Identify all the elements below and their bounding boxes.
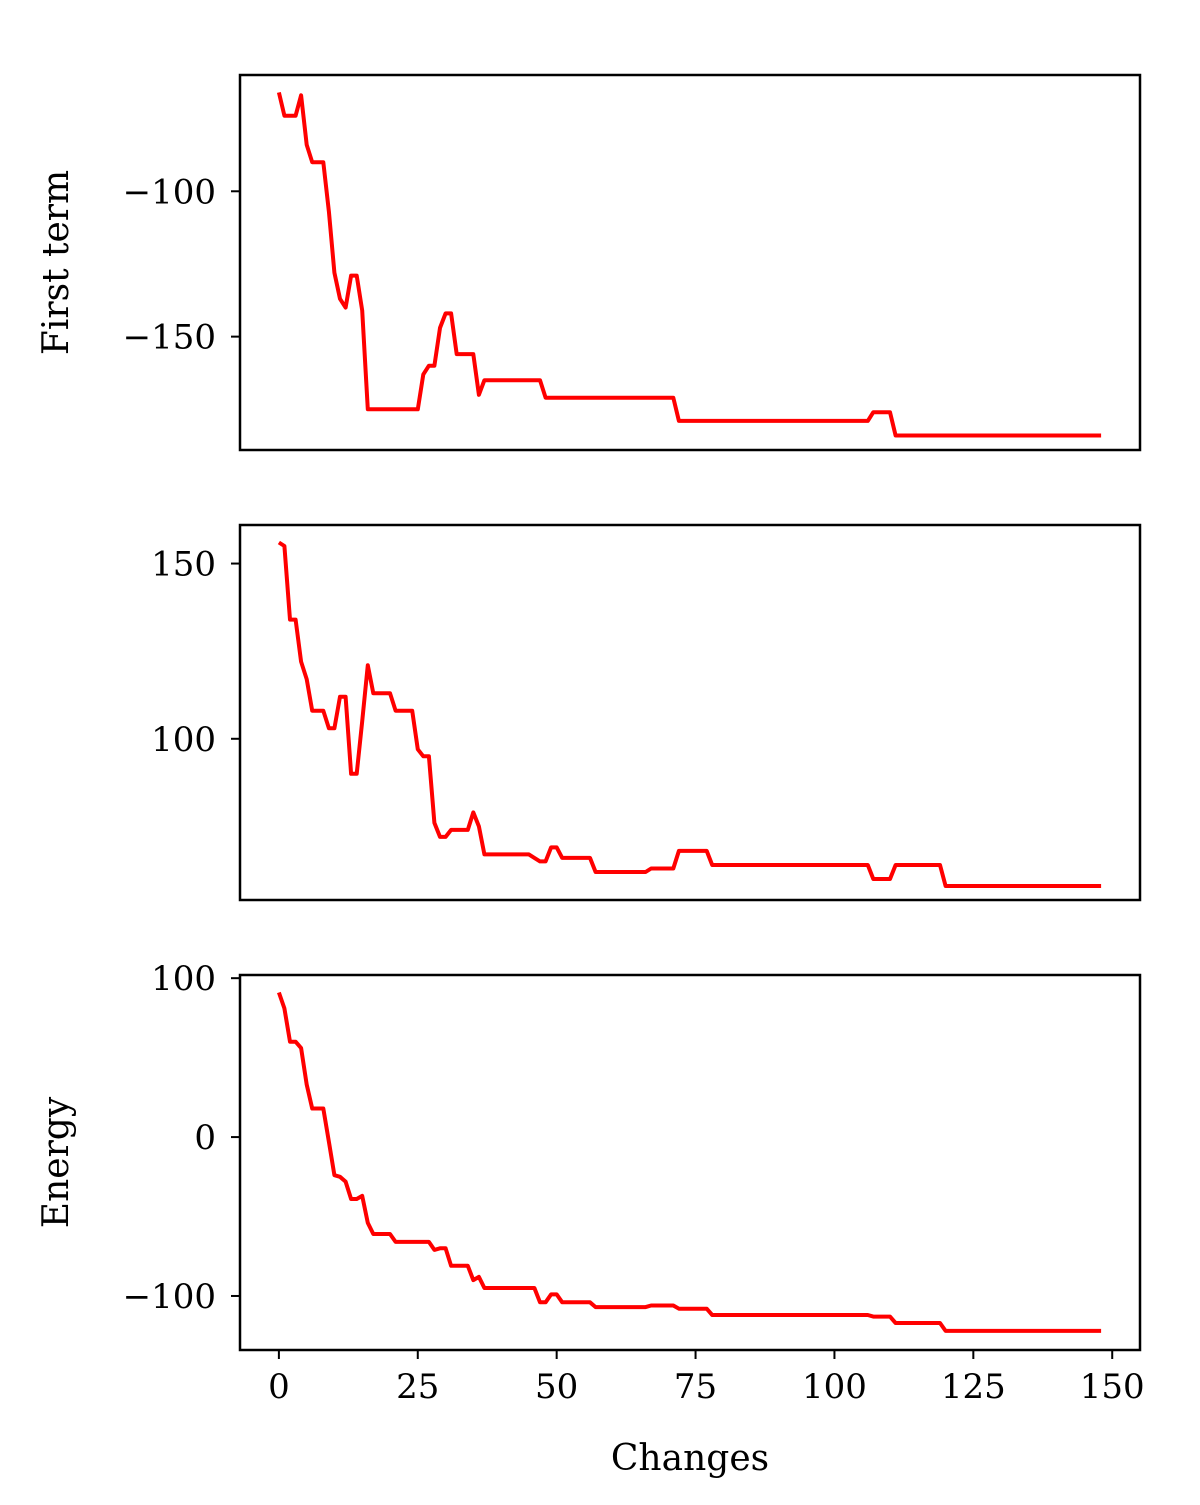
subplot-3: 100 0 −100 0 25 50 75 100 125 150 Energy Changes [36, 959, 1145, 1479]
y-axis-label: Energy [36, 1096, 77, 1228]
x-tick-label: 25 [396, 1367, 439, 1407]
y-tick-label: 0 [194, 1118, 216, 1158]
y-axis-label: First term [36, 170, 77, 355]
x-tick-label: 75 [674, 1367, 717, 1407]
subplot-1: −100 −150 First term [36, 73, 1142, 452]
y-tick-label: −100 [123, 1277, 216, 1317]
subplot-2: 150 100 [151, 523, 1142, 902]
x-tick-label: 50 [535, 1367, 578, 1407]
axes-frame [238, 73, 1142, 452]
y-tick-label: 150 [151, 545, 216, 585]
y-tick-label: 100 [151, 720, 216, 760]
x-tick-label: 0 [268, 1367, 290, 1407]
axes-frame [238, 973, 1142, 1352]
series-line [277, 540, 1102, 888]
x-axis-label: Changes [611, 1438, 769, 1479]
series-line [276, 91, 1102, 438]
x-tick-label: 150 [1080, 1367, 1145, 1407]
series-line [277, 991, 1102, 1333]
y-tick-label: 100 [151, 959, 216, 999]
y-tick-label: −100 [123, 172, 216, 212]
axes-frame [238, 523, 1142, 902]
y-tick-label: −150 [123, 318, 216, 358]
x-tick-label: 100 [802, 1367, 867, 1407]
x-tick-label: 125 [941, 1367, 1006, 1407]
